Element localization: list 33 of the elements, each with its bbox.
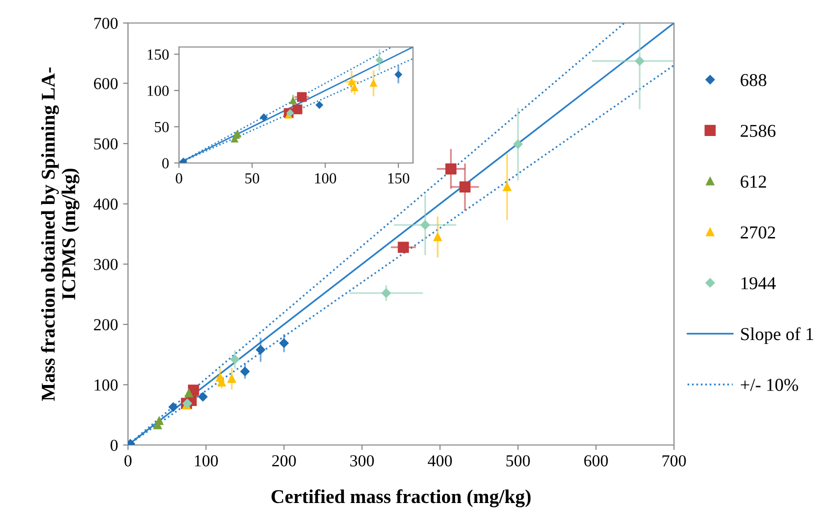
- x-tick-label: 100: [194, 455, 218, 466]
- x-tick-label: 150: [388, 173, 410, 184]
- y-tick-label: 100: [94, 379, 118, 391]
- y-tick-label: 100: [148, 86, 169, 96]
- y-tick-label: 200: [94, 319, 118, 330]
- x-tick-label: 300: [350, 455, 374, 466]
- y-tick-label: 600: [94, 78, 118, 90]
- x-axis-title: Certified mass fraction (mg/kg): [272, 489, 531, 508]
- y-tick-label: 0: [110, 440, 118, 451]
- legend-label: 1944: [742, 277, 776, 290]
- x-tick-label: 0: [124, 455, 132, 466]
- y-tick-label: 50: [154, 122, 169, 132]
- y-tick-label: 500: [94, 138, 118, 150]
- x-tick-label: 50: [245, 173, 260, 184]
- x-tick-label: 100: [315, 173, 336, 184]
- y-tick-label: 400: [94, 198, 118, 210]
- y-axis-title: Mass fraction obtained by Spinning LA- ICPMS (mg/kg): [40, 68, 80, 401]
- x-tick-label: 700: [662, 455, 686, 466]
- x-tick-label: 500: [506, 455, 530, 466]
- legend-label: +/- 10%: [740, 378, 798, 392]
- legend-label: 612: [740, 176, 766, 188]
- x-tick-label: 600: [584, 455, 608, 466]
- legend-label: 2702: [740, 226, 776, 239]
- x-tick-label: 0: [176, 173, 182, 184]
- y-tick-label: 700: [94, 18, 118, 29]
- y-tick-label: 150: [148, 49, 169, 60]
- y-tick-label: 0: [162, 158, 169, 168]
- legend-label: Slope of 1: [741, 327, 814, 344]
- legend-label: 2586: [740, 124, 776, 137]
- legend-label: 688: [740, 74, 766, 86]
- x-tick-label: 200: [272, 455, 296, 466]
- y-tick-label: 300: [94, 258, 118, 270]
- x-tick-label: 400: [428, 455, 452, 466]
